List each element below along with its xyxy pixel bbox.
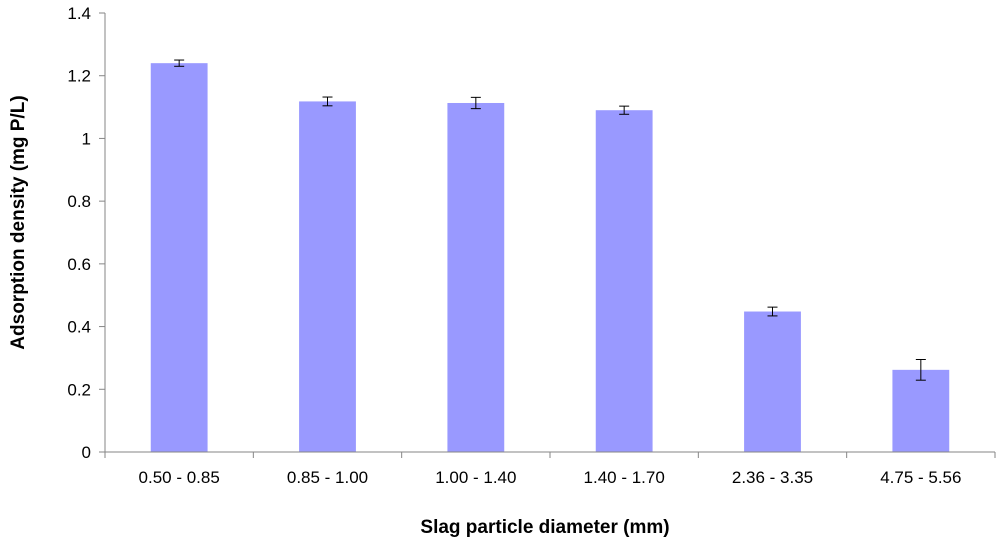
x-axis-title: Slag particle diameter (mm) bbox=[420, 517, 669, 538]
bar bbox=[150, 63, 208, 453]
error-bars bbox=[174, 59, 926, 381]
y-tick-label: 0 bbox=[82, 443, 91, 462]
x-tick-label: 0.50 - 0.85 bbox=[139, 468, 220, 487]
bar bbox=[447, 102, 505, 453]
y-tick-label: 0.2 bbox=[67, 380, 91, 399]
bar bbox=[744, 311, 801, 452]
bars bbox=[150, 63, 950, 453]
x-tick-label: 0.85 - 1.00 bbox=[287, 468, 368, 487]
y-tick-label: 1.2 bbox=[67, 67, 91, 86]
x-axis-ticks: 0.50 - 0.85 0.85 - 1.00 1.00 - 1.40 1.40 - … bbox=[104, 452, 996, 487]
y-tick-label: 0.4 bbox=[67, 318, 91, 337]
y-tick-label: 1 bbox=[82, 129, 91, 148]
y-tick-label: 1.4 bbox=[67, 4, 91, 23]
y-axis-ticks: 0 0.2 0.4 0.6 0.8 1 1.2 1.4 bbox=[67, 4, 105, 462]
bar bbox=[892, 369, 950, 452]
x-tick-label: 2.36 - 3.35 bbox=[732, 468, 813, 487]
y-axis-title: Adsorption density (mg P/L) bbox=[8, 95, 29, 349]
y-tick-label: 0.8 bbox=[67, 192, 91, 211]
bar bbox=[299, 101, 356, 453]
y-tick-label: 0.6 bbox=[67, 255, 91, 274]
bar bbox=[595, 110, 653, 452]
x-tick-label: 4.75 - 5.56 bbox=[880, 468, 961, 487]
x-tick-label: 1.00 - 1.40 bbox=[435, 468, 516, 487]
x-tick-label: 1.40 - 1.70 bbox=[584, 468, 665, 487]
